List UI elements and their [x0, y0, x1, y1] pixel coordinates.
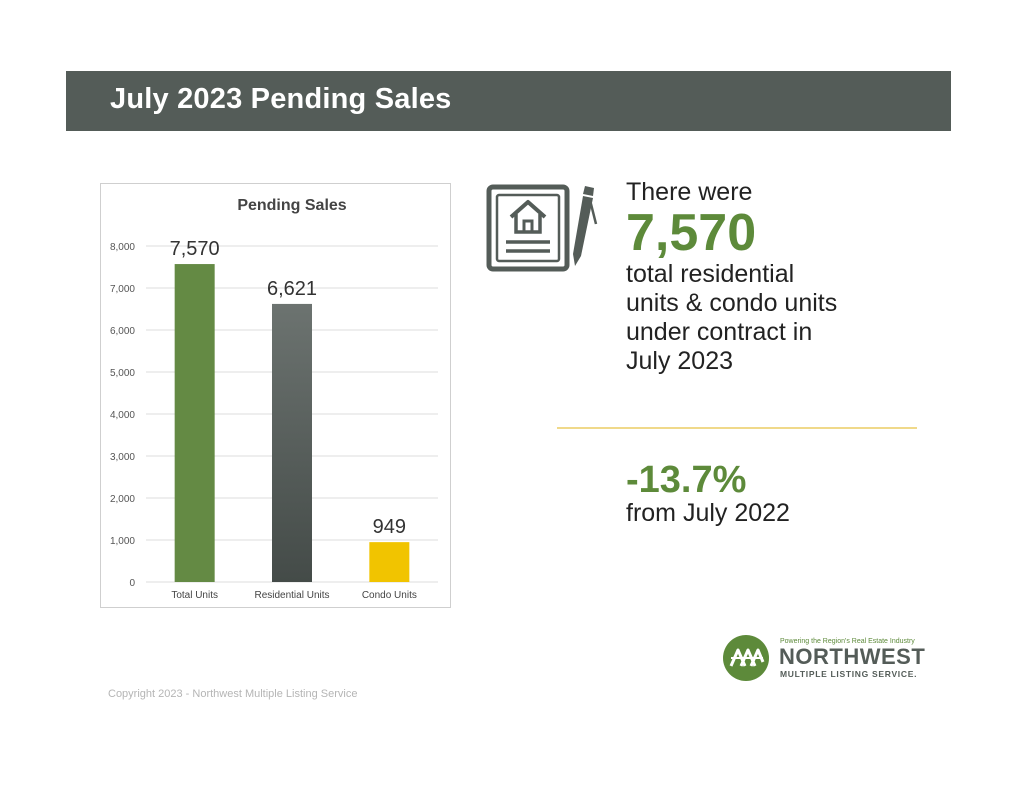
copyright: Copyright 2023 - Northwest Multiple List… — [108, 688, 358, 700]
page-title: July 2023 Pending Sales — [110, 83, 452, 115]
logo-tagline: Powering the Region's Real Estate Indust… — [780, 638, 915, 645]
y-tick-label: 6,000 — [110, 326, 135, 337]
summary-description: total residential units & condo units un… — [626, 260, 916, 376]
bar-condo-units — [369, 542, 410, 582]
chart-svg: Pending Sales 0 1,000 2,000 3,000 4,000 5,000 6… — [110, 197, 438, 601]
y-tick-label: 4,000 — [110, 410, 135, 421]
nwmls-logo: Powering the Region's Real Estate Indust… — [722, 634, 927, 682]
logo-subname: MULTIPLE LISTING SERVICE. — [780, 669, 918, 679]
description-line: July 2023 — [626, 347, 734, 375]
data-label: 6,621 — [267, 278, 317, 300]
description-line: under contract in — [626, 318, 813, 346]
bar-residential-units — [272, 303, 312, 582]
x-tick-label: Residential Units — [254, 590, 329, 601]
chart-title: Pending Sales — [237, 197, 346, 214]
y-tick-label: 2,000 — [110, 494, 135, 505]
y-tick-label: 8,000 — [110, 242, 135, 253]
description-line: total residential — [626, 260, 795, 288]
y-tick-label: 3,000 — [110, 452, 135, 463]
y-tick-label: 5,000 — [110, 368, 135, 379]
x-tick-label: Total Units — [171, 590, 218, 601]
pencil-icon — [573, 186, 598, 266]
bar-total-units — [174, 264, 215, 582]
pending-sales-chart: Pending Sales 0 1,000 2,000 3,000 4,000 5,000 6… — [100, 183, 451, 608]
change-value: -13.7% — [626, 459, 747, 501]
summary-intro: There were — [626, 178, 753, 206]
y-tick-label: 1,000 — [110, 536, 135, 547]
divider — [557, 427, 917, 429]
description-line: units & condo units — [626, 289, 838, 317]
data-label: 949 — [373, 516, 406, 538]
logo-name: NORTHWEST — [779, 644, 926, 669]
data-label: 7,570 — [170, 238, 220, 260]
y-tick-label: 7,000 — [110, 284, 135, 295]
logo-emblem-icon — [723, 635, 769, 681]
header-bar: July 2023 Pending Sales — [66, 71, 951, 131]
house-document-icon — [486, 184, 598, 272]
x-tick-label: Condo Units — [362, 590, 417, 601]
change-label: from July 2022 — [626, 499, 790, 527]
summary-total: 7,570 — [626, 204, 757, 262]
y-tick-label: 0 — [129, 578, 135, 589]
